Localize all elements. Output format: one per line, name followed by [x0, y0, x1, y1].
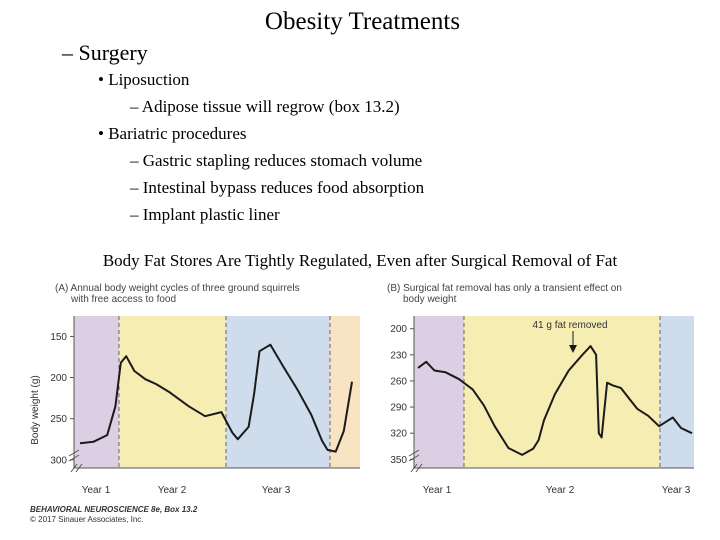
sub-bullet-gastric-stapling: – Gastric stapling reduces stomach volum…: [130, 151, 423, 170]
b-y-tick-label: 320: [390, 429, 407, 440]
a-season-band: [226, 316, 330, 468]
a-y-tick-label: 200: [50, 373, 67, 384]
b-season-band: [660, 316, 694, 468]
panel-a-chart: Body weight (g) 300 250 200 150 Year 1 Year …: [30, 316, 360, 496]
panel-b-heading: (B) Surgical fat removal has only a tran…: [387, 283, 622, 305]
sub-bullet-adipose: – Adipose tissue will regrow (box 13.2): [130, 97, 400, 116]
a-season-band: [119, 316, 226, 468]
bullet-surgery: – Surgery: [62, 40, 148, 65]
a-axis-break: [68, 449, 80, 457]
panel-b-series-line: [417, 345, 693, 456]
a-axis-break: [68, 454, 80, 462]
b-season-band: [464, 316, 660, 468]
a-x-axis-break: [75, 463, 83, 473]
panel-b-heading-line-2: body weight: [403, 294, 457, 305]
panel-b-chart: 350 320 290 260 230 200 Year 1 Year 2 Year 3 41…: [390, 316, 694, 496]
b-y-tick-label: 200: [390, 324, 407, 335]
credit-line-2: © 2017 Sinauer Associates, Inc.: [30, 515, 144, 524]
figure-credit: BEHAVIORAL NEUROSCIENCE 8e, Box 13.2 © 2…: [30, 505, 197, 525]
a-y-tick-label: 150: [50, 332, 67, 343]
b-x-axis-break: [410, 463, 418, 473]
sub-bullet-intestinal-bypass: – Intestinal bypass reduces food absorpt…: [130, 178, 425, 197]
slide-title: Obesity Treatments: [264, 8, 461, 35]
b-y-tick-label: 260: [390, 376, 407, 387]
a-y-tick-label: 300: [50, 455, 67, 466]
panel-a-heading-line-2: with free access to food: [71, 294, 177, 305]
b-season-band: [414, 316, 464, 468]
b-x-tick-label: Year 3: [662, 485, 691, 496]
panel-a-series-line: [79, 343, 353, 453]
a-x-axis-break: [70, 463, 78, 473]
credit-line-1: BEHAVIORAL NEUROSCIENCE 8e, Box 13.2: [30, 505, 198, 514]
b-x-tick-label: Year 2: [546, 485, 575, 496]
annotation-arrow-head: [569, 345, 577, 353]
b-y-tick-label: 230: [390, 350, 407, 361]
fat-removed-annotation: 41 g fat removed: [532, 320, 607, 331]
b-y-tick-label: 290: [390, 403, 407, 414]
panel-b-heading-line-1: (B) Surgical fat removal has only a tran…: [387, 283, 622, 294]
a-season-band: [330, 316, 360, 468]
a-y-tick-label: 250: [50, 414, 67, 425]
a-x-tick-label: Year 3: [262, 485, 291, 496]
b-axis-break: [408, 449, 420, 457]
panel-a-y-label: Body weight (g): [30, 375, 41, 444]
figure-caption: Body Fat Stores Are Tightly Regulated, E…: [102, 251, 618, 270]
b-x-axis-break: [415, 463, 423, 473]
b-x-tick-label: Year 1: [423, 485, 452, 496]
bullet-bariatric: • Bariatric procedures: [98, 124, 247, 143]
panel-a-heading-line-1: (A) Annual body weight cycles of three g…: [55, 283, 300, 294]
a-x-tick-label: Year 2: [158, 485, 187, 496]
b-y-tick-label: 350: [390, 455, 407, 466]
b-axis-break: [408, 454, 420, 462]
sub-bullet-plastic-liner: – Implant plastic liner: [130, 205, 280, 224]
a-season-band: [74, 316, 119, 468]
panel-a-heading: (A) Annual body weight cycles of three g…: [55, 283, 300, 305]
a-x-tick-label: Year 1: [82, 485, 111, 496]
bullet-liposuction: • Liposuction: [98, 70, 190, 89]
